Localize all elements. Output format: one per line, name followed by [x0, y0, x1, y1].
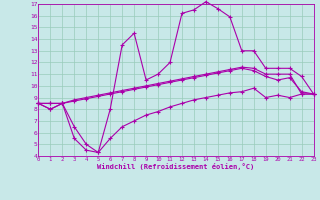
X-axis label: Windchill (Refroidissement éolien,°C): Windchill (Refroidissement éolien,°C) — [97, 163, 255, 170]
